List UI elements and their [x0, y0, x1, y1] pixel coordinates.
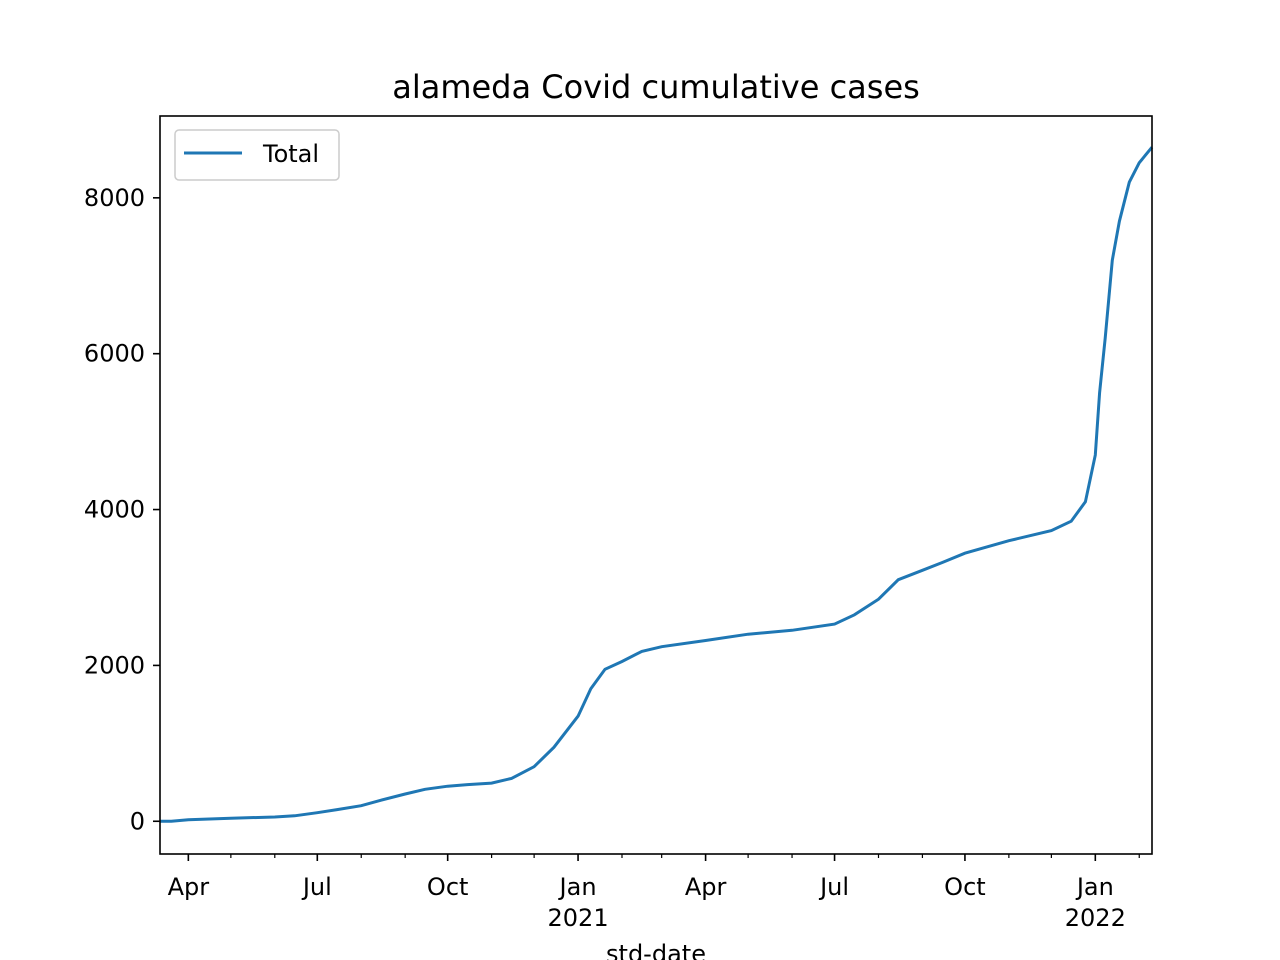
legend-label-total: Total	[262, 140, 319, 168]
x-tick-label: Oct	[944, 873, 986, 901]
legend-box	[174, 129, 340, 181]
y-tick-label: 8000	[84, 184, 145, 212]
x-tick-label: Apr	[168, 873, 210, 901]
chart-title: alameda Covid cumulative cases	[392, 68, 920, 106]
y-tick-label: 6000	[84, 340, 145, 368]
x-tick-label: Jul	[818, 873, 849, 901]
x-tick-label: Apr	[685, 873, 727, 901]
x-axis: Apr Jul Oct Jan 2021 Apr Jul Oct Jan 2022	[168, 854, 1140, 932]
x-axis-label: std-date	[606, 940, 706, 960]
series-line-total	[160, 146, 1154, 823]
x-tick-label: Jan	[1075, 873, 1114, 901]
y-tick-label: 0	[130, 807, 145, 835]
x-tick-year-label: 2022	[1065, 904, 1126, 932]
x-tick-year-label: 2021	[548, 904, 609, 932]
x-tick-label: Jan	[558, 873, 597, 901]
x-tick-label: Jul	[301, 873, 332, 901]
legend: Total	[174, 129, 340, 181]
x-tick-label: Oct	[427, 873, 469, 901]
plot-frame	[159, 115, 1153, 855]
y-tick-label: 2000	[84, 651, 145, 679]
y-tick-label: 4000	[84, 496, 145, 524]
y-axis: 0 2000 4000 6000 8000	[84, 184, 160, 835]
